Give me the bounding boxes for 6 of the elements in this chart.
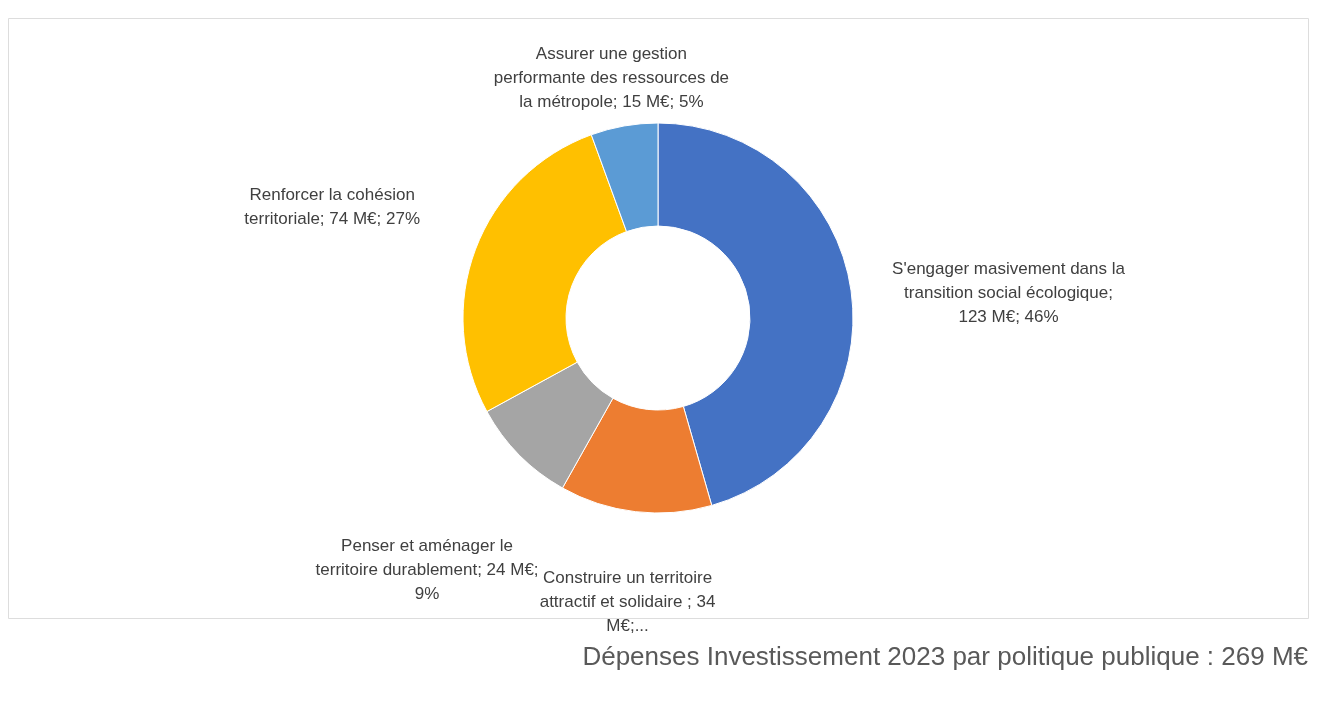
slice-label: Renforcer la cohésion territoriale; 74 M€; 27%	[244, 185, 421, 229]
slice-label: Assurer une gestion performante des ressources de la métropole; 15 M€; 5%	[493, 43, 730, 111]
slice-label: Penser et aménager le territoire durablement; 24 M€; 9%	[315, 536, 539, 604]
text: Dépenses Investissement 2023 par politique publique : 269 M€	[582, 641, 1309, 672]
slice-label: Construire un territoire attractif et solidaire ; 34 M€;...	[539, 568, 716, 636]
slice-label: S'engager masivement dans la transition social écologique; 123 M€; 46%	[892, 258, 1126, 326]
